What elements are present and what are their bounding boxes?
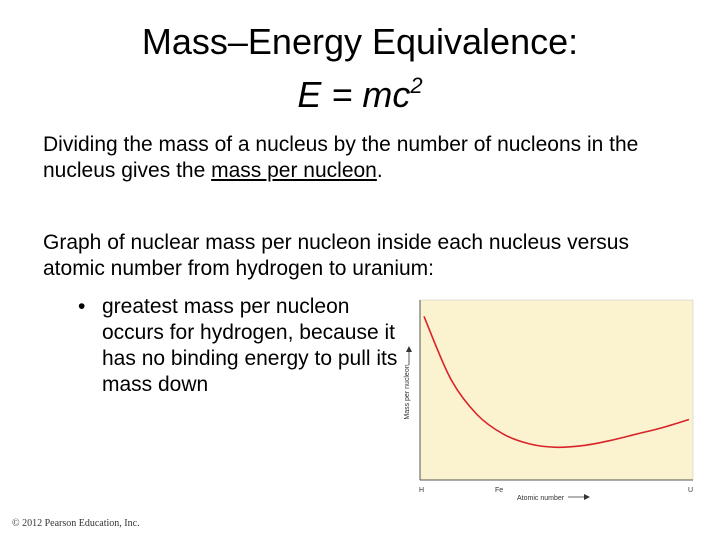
chart-plot-area: [419, 299, 694, 481]
paragraph-graph-description: Graph of nuclear mass per nucleon inside…: [43, 231, 629, 280]
slide-title: Mass–Energy Equivalence: E = mc2: [0, 20, 720, 117]
series-line: [423, 316, 690, 449]
x-axis-label: Atomic number: [517, 495, 565, 502]
y-axis-arrow-icon: [406, 346, 412, 352]
formula-superscript: 2: [410, 73, 423, 98]
x-tick-label: U: [688, 487, 693, 494]
title-formula: E = mc2: [0, 64, 720, 117]
copyright-notice: © 2012 Pearson Education, Inc.: [12, 518, 140, 529]
bullet-marker: •: [78, 295, 86, 318]
paragraph-mass-per-nucleon: Dividing the mass of a nucleus by the nu…: [43, 132, 683, 184]
paragraph1-text: Dividing the mass of a nucleus by the nu…: [43, 133, 639, 182]
mass-per-nucleon-term: mass per nucleon: [211, 159, 377, 182]
bullet-text: greatest mass per nucleon occurs for hyd…: [102, 295, 398, 396]
formula-text: E = mc: [297, 74, 411, 115]
title-line1: Mass–Energy Equivalence:: [141, 21, 579, 62]
x-axis-arrow-icon: [584, 494, 590, 500]
paragraph1-period: .: [376, 159, 383, 182]
x-tick-label: Fe: [495, 487, 503, 494]
x-tick-label: H: [419, 487, 424, 494]
y-axis-label: Mass per nucleon: [404, 364, 411, 419]
